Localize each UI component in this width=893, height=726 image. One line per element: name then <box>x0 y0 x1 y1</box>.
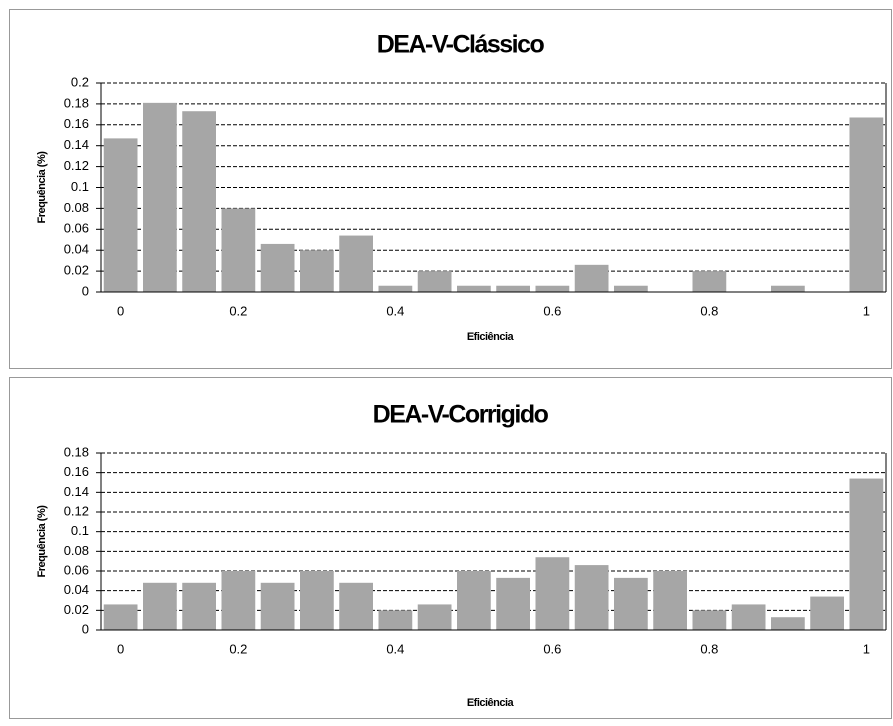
x-tick-label: 0.6 <box>543 641 561 656</box>
x-tick-label: 0.8 <box>700 641 718 656</box>
x-tick-label: 0.2 <box>229 641 247 656</box>
bar <box>260 243 295 292</box>
bar <box>692 271 727 292</box>
bar <box>731 604 766 630</box>
y-tick-label: 0.06 <box>64 221 89 236</box>
bar <box>456 571 491 630</box>
y-axis-label: Frequência (%) <box>36 505 48 578</box>
y-axis-label: Frequência (%) <box>36 151 48 224</box>
bar <box>339 235 374 292</box>
panel <box>9 377 892 719</box>
y-tick-label: 0 <box>82 283 89 298</box>
bar <box>260 582 295 630</box>
x-tick-label: 1 <box>863 303 870 318</box>
bar <box>378 285 413 292</box>
bar <box>692 610 727 630</box>
bar <box>770 285 805 292</box>
y-tick-label: 0.2 <box>71 74 89 89</box>
bar <box>417 604 452 630</box>
chart-title: DEA-V-Clássico <box>377 31 545 59</box>
bar <box>182 111 217 292</box>
y-tick-label: 0.16 <box>64 464 89 479</box>
bar <box>613 577 648 630</box>
bar <box>770 617 805 630</box>
bar <box>339 582 374 630</box>
y-tick-label: 0.18 <box>64 444 89 459</box>
bar <box>810 596 845 630</box>
bar <box>142 582 177 630</box>
y-tick-label: 0.02 <box>64 263 89 278</box>
bar <box>103 138 138 292</box>
x-tick-label: 0.6 <box>543 303 561 318</box>
bar <box>456 285 491 292</box>
y-tick-label: 0.12 <box>64 503 89 518</box>
x-tick-label: 0.4 <box>386 641 404 656</box>
y-tick-label: 0.08 <box>64 200 89 215</box>
bar <box>299 250 334 292</box>
x-tick-label: 0.8 <box>700 303 718 318</box>
bar <box>574 264 609 292</box>
bar <box>103 604 138 630</box>
y-tick-label: 0.02 <box>64 602 89 617</box>
x-axis-label: Eficiência <box>467 331 515 343</box>
y-tick-label: 0.12 <box>64 158 89 173</box>
y-tick-label: 0.1 <box>71 523 89 538</box>
y-tick-label: 0.16 <box>64 116 89 131</box>
x-tick-label: 0 <box>117 641 124 656</box>
bar <box>221 571 256 630</box>
y-tick-label: 0.08 <box>64 543 89 558</box>
x-tick-label: 0.2 <box>229 303 247 318</box>
bar <box>613 285 648 292</box>
x-axis-label: Eficiência <box>467 697 515 709</box>
bar <box>142 102 177 292</box>
bar <box>221 208 256 292</box>
y-tick-label: 0.06 <box>64 562 89 577</box>
bar <box>496 285 531 292</box>
bar <box>574 565 609 630</box>
bar <box>496 577 531 630</box>
chart-title: DEA-V-Corrigido <box>373 401 549 429</box>
y-tick-label: 0.04 <box>64 582 89 597</box>
bar <box>182 582 217 630</box>
bar <box>849 117 884 292</box>
x-tick-label: 0 <box>117 303 124 318</box>
y-tick-label: 0.1 <box>71 179 89 194</box>
x-tick-label: 0.4 <box>386 303 404 318</box>
bar <box>535 285 570 292</box>
panel <box>9 9 892 369</box>
y-tick-label: 0 <box>82 621 89 636</box>
y-tick-label: 0.14 <box>64 137 89 152</box>
bar <box>299 571 334 630</box>
bar <box>653 571 688 630</box>
bar <box>417 271 452 292</box>
bar <box>535 557 570 630</box>
bar <box>849 478 884 630</box>
y-tick-label: 0.04 <box>64 242 89 257</box>
y-tick-label: 0.14 <box>64 484 89 499</box>
bar <box>378 610 413 630</box>
x-tick-label: 1 <box>863 641 870 656</box>
y-tick-label: 0.18 <box>64 95 89 110</box>
